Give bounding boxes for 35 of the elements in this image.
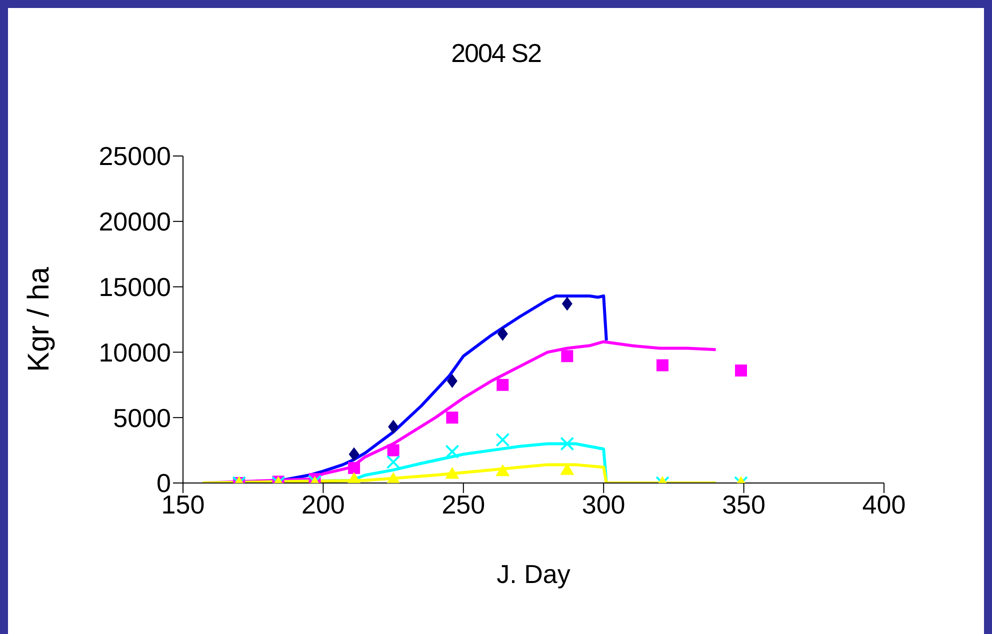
point [561, 350, 574, 362]
point [445, 466, 460, 479]
y-tick-label: 15000 [98, 272, 171, 302]
x-axis-title: J. Day [496, 559, 570, 589]
chart-title: 2004 S2 [450, 38, 542, 69]
point [496, 378, 509, 391]
point [560, 436, 574, 451]
point [560, 462, 574, 475]
point [562, 296, 572, 311]
x-tick-label: 350 [722, 489, 766, 520]
point [348, 447, 360, 462]
y-tick-label: 5000 [113, 402, 171, 433]
x-tick-label: 250 [442, 489, 486, 520]
point [445, 444, 460, 459]
point [446, 412, 458, 424]
x-tick-label: 200 [302, 489, 345, 520]
point [386, 455, 400, 470]
point [388, 420, 399, 434]
y-tick-label: 20000 [98, 206, 171, 237]
y-tick-label: 25000 [98, 141, 171, 172]
point [347, 472, 362, 483]
point [656, 359, 668, 372]
x-tick-label: 400 [862, 489, 906, 520]
y-axis-title: Kgr / ha [22, 266, 56, 372]
line-series [201, 463, 718, 483]
point [496, 464, 510, 476]
point [734, 364, 747, 377]
point [446, 374, 458, 388]
point [348, 462, 360, 474]
y-tick-label: 10000 [98, 337, 171, 368]
point [386, 472, 400, 483]
point [496, 432, 510, 447]
point [387, 444, 400, 456]
x-tick-label: 300 [582, 489, 626, 520]
point [497, 326, 508, 341]
